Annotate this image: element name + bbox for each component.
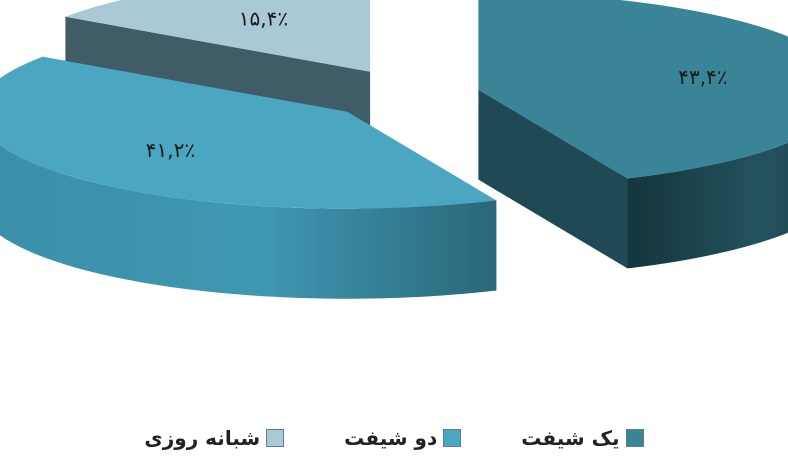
legend-swatch-two-shift	[443, 429, 462, 447]
slice-two-shift	[0, 56, 497, 299]
pie-chart: ۱۵,۴٪ ۴۳,۴٪ ۴۱,۲٪	[0, 0, 788, 299]
legend-label-day-night: شبانه روزی	[144, 426, 261, 450]
slice-day-night-top	[65, 0, 371, 72]
slice-one-shift	[478, 0, 788, 269]
chart-legend: یک شیفت دو شیفت شبانه روزی	[0, 418, 788, 458]
slice-one-shift-side	[627, 142, 788, 269]
slice-day-night-value-label: ۱۵,۴٪	[239, 7, 288, 31]
legend-item-day-night: شبانه روزی	[144, 426, 285, 450]
legend-label-one-shift: یک شیفت	[521, 426, 620, 450]
slice-one-shift-cut-end	[478, 89, 628, 269]
legend-swatch-one-shift	[625, 429, 644, 447]
pie-slices	[0, 0, 788, 299]
legend-item-two-shift: دو شیفت	[344, 426, 462, 450]
slice-two-shift-side	[0, 145, 497, 299]
slice-one-shift-value-label: ۴۳,۴٪	[678, 65, 727, 89]
slice-one-shift-top	[478, 0, 788, 179]
pie-value-labels: ۱۵,۴٪ ۴۳,۴٪ ۴۱,۲٪	[146, 7, 728, 163]
slice-two-shift-top	[0, 56, 497, 209]
legend-label-two-shift: دو شیفت	[344, 426, 438, 450]
slice-two-shift-value-label: ۴۱,۲٪	[146, 138, 195, 162]
legend-item-one-shift: یک شیفت	[521, 426, 644, 450]
legend-swatch-day-night	[266, 429, 285, 447]
